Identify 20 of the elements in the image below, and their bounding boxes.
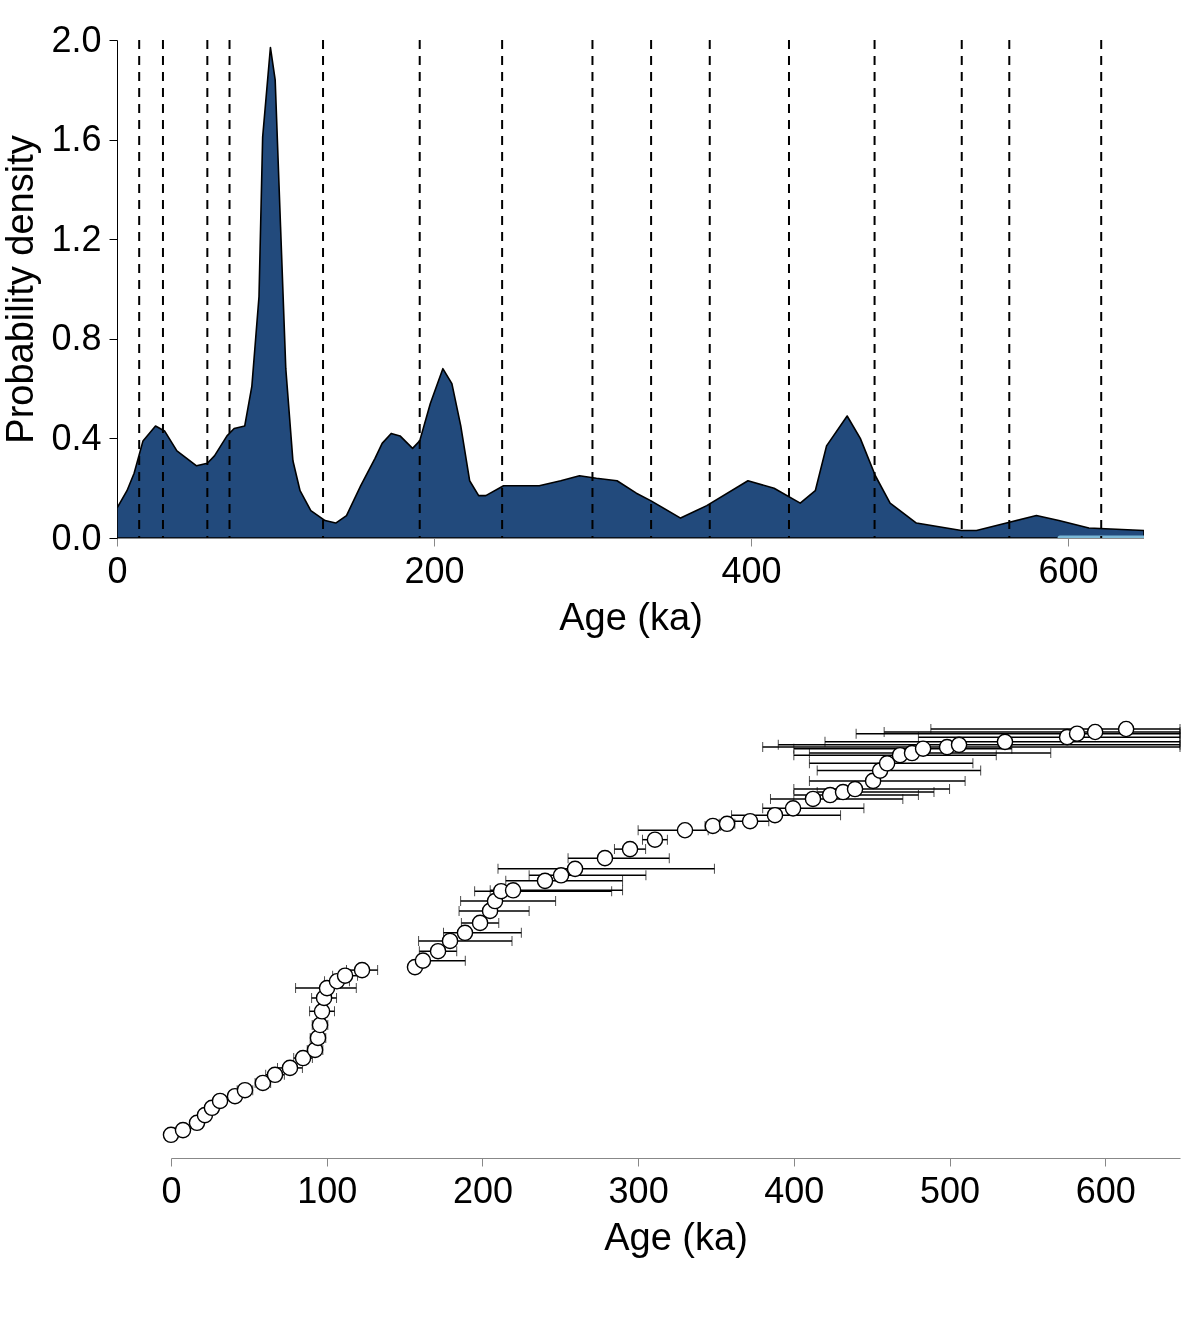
x-tick-label: 400 xyxy=(764,1169,825,1211)
x-tick-label: 600 xyxy=(1038,549,1099,591)
y-tick-label: 1.2 xyxy=(51,217,102,259)
x-tick-label: 200 xyxy=(404,549,465,591)
x-tick-label: 200 xyxy=(452,1169,513,1211)
x-tick-label: 100 xyxy=(297,1169,358,1211)
x-tick-label: 400 xyxy=(721,549,782,591)
y-tick-label: 0.0 xyxy=(51,516,102,558)
y-tick-label: 0.4 xyxy=(51,416,102,458)
x-tick-label: 300 xyxy=(608,1169,669,1211)
x-tick-label: 0 xyxy=(107,549,128,591)
x-tick-label: 500 xyxy=(920,1169,981,1211)
x-tick-label: 0 xyxy=(161,1169,182,1211)
x-tick-label: 600 xyxy=(1075,1169,1136,1211)
y-tick-label: 0.8 xyxy=(51,317,102,359)
y-tick-label: 1.6 xyxy=(51,118,102,160)
x-axis-title: Age (ka) xyxy=(559,595,703,638)
y-tick-label: 2.0 xyxy=(51,18,102,60)
y-axis-title: Probability density xyxy=(0,135,42,444)
x-axis-title: Age (ka) xyxy=(604,1215,748,1258)
